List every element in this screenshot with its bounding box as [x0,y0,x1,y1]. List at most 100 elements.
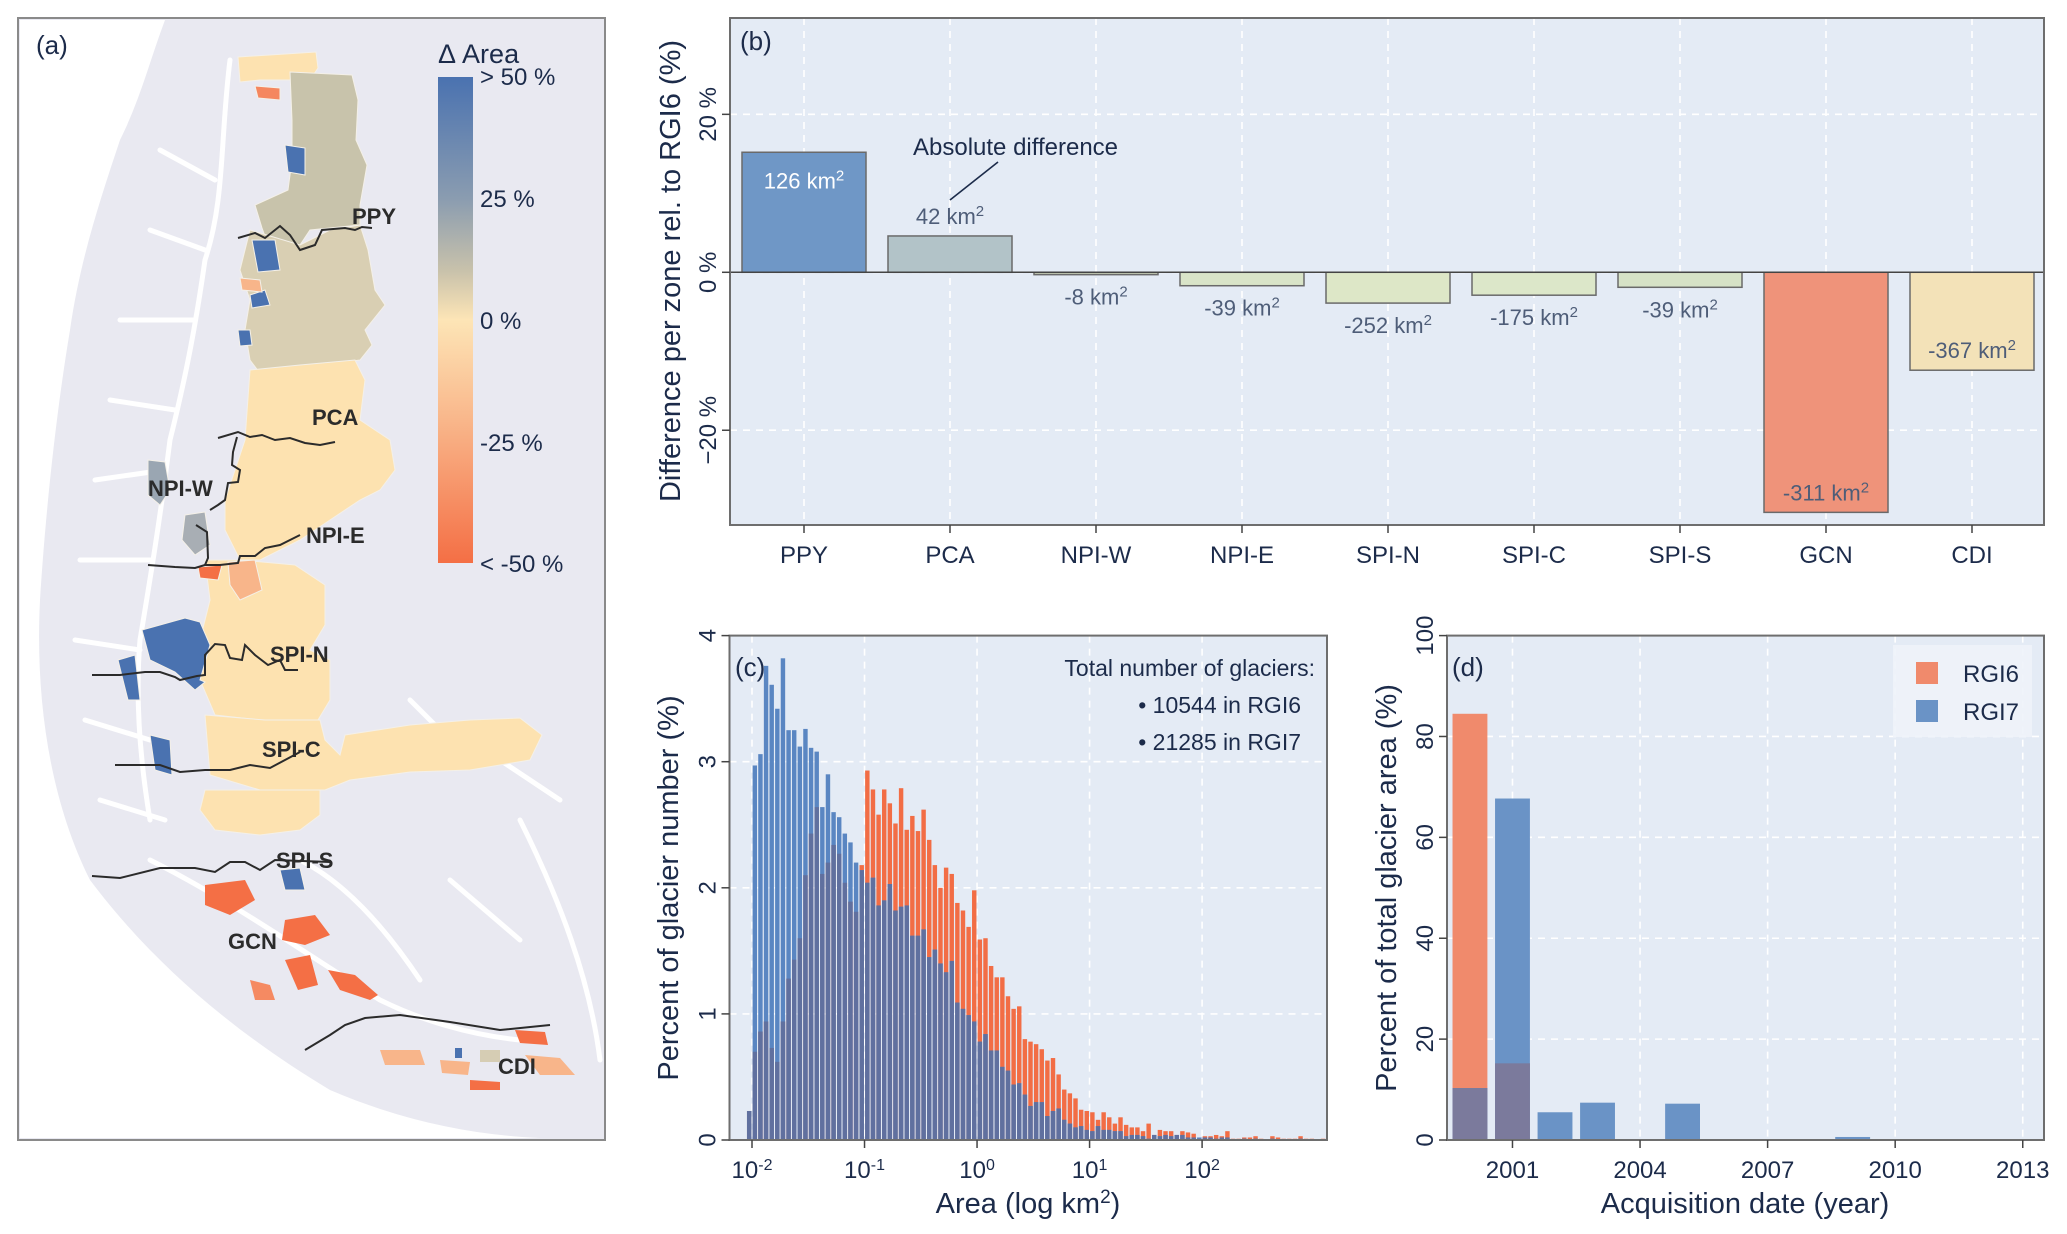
annotation-rgi7-count: • 21285 in RGI7 [1138,729,1301,755]
hist-bar-overlap [960,1008,966,1140]
hist-bar-overlap [1135,1134,1140,1140]
hist-bar-rgi6 [1101,1112,1106,1140]
hist-bar-overlap [786,978,791,1140]
hist-bar-overlap [904,905,909,1140]
bar-overlap-2001 [1495,1063,1530,1140]
hist-bar-overlap [1050,1110,1056,1140]
x-tick-label-npi-w: NPI-W [1061,542,1132,569]
hist-bar-rgi6 [1140,1131,1146,1140]
hist-bar-overlap [752,1051,758,1140]
annotation-title: Total number of glaciers: [1064,655,1315,681]
hist-bar-rgi6 [1045,1060,1050,1140]
x-tick-label: 2013 [1996,1157,2049,1184]
y-tick-label: 1 [695,1007,722,1020]
x-tick-label-gcn: GCN [1799,542,1852,569]
hist-bar-rgi7 [763,665,769,1140]
hist-bar-overlap [791,959,797,1140]
y-axis-label: Percent of glacier number (%) [653,695,685,1080]
hist-bar-overlap [865,882,870,1140]
hist-bar-overlap [870,877,876,1140]
y-tick-label: −20 % [695,396,722,465]
hist-bar-overlap [1067,1123,1073,1140]
hist-bar-overlap [797,938,803,1140]
legend-swatch-rgi7 [1916,700,1938,722]
hist-bar-rgi6 [1129,1127,1134,1140]
hist-bar-rgi7 [786,730,791,1140]
hist-bar-overlap [983,1034,988,1140]
zone-cdi-4 [470,1080,500,1090]
zone-npi-w-2 [181,511,211,556]
hist-bar-rgi6 [1107,1117,1112,1140]
x-tick-label: 2001 [1486,1157,1539,1184]
bar-rgi6-2000 [1452,713,1488,1140]
legend-swatch-rgi6 [1916,662,1938,684]
zone-spi-n-blue-2 [117,654,141,701]
x-tick-label: 10-1 [844,1157,885,1185]
hist-bar-overlap [1107,1129,1112,1140]
hist-bar-rgi6 [1135,1127,1140,1140]
hist-bar-overlap [1011,1084,1016,1140]
zone-spi-n-increase [141,617,211,691]
zone-cdi-6 [480,1050,500,1062]
x-axis-label: Acquisition date (year) [1601,1188,1890,1220]
hist-bar-rgi6 [1056,1074,1061,1140]
hist-bar-overlap [1208,1137,1213,1140]
hist-bar-overlap [898,906,904,1140]
hist-bar-rgi6 [1253,1136,1258,1140]
x-tick-label: 2007 [1741,1157,1794,1184]
zone-ppy-small-2 [284,144,306,176]
hist-bar-overlap [1045,1116,1050,1140]
hist-bar-overlap [966,1015,971,1140]
x-axis-ticks: 10-2 10-1 100 101 102 [732,1140,1220,1184]
colorbar-tick-label: < -50 % [480,551,563,578]
hist-bar-overlap [820,873,825,1140]
legend-label-rgi7: RGI7 [1963,699,2019,726]
hist-bar-overlap [910,935,915,1140]
y-tick-label: 0 [695,1133,722,1146]
map-glacier-zones [117,51,543,891]
zone-ppy-small-3 [251,239,281,273]
annotation-rgi6-count: • 10544 in RGI6 [1138,692,1301,718]
map-label-ppy: PPY [352,204,396,229]
map-label-gcn: GCN [228,929,277,954]
hist-bar-overlap [831,844,836,1140]
bar-npi-e [1179,271,1305,287]
colorbar-tick-label: 0 % [480,308,521,335]
bar-rgi7-2009 [1835,1136,1871,1140]
y-axis-ticks: −20 % 0 % 20 % [695,87,730,465]
hist-bar-overlap [814,807,819,1140]
hist-bar-overlap [1101,1129,1106,1140]
hist-bar-overlap [1157,1136,1163,1140]
zone-spi-s [199,789,321,836]
hist-bar-rgi7 [780,658,786,1140]
hist-bar-overlap [1152,1134,1157,1140]
hist-bar-overlap [943,972,949,1140]
bar-label-npi-w: -8 km2 [1064,283,1127,310]
zone-cdi-3 [380,1050,425,1065]
zone-npi-orange [227,559,263,601]
map-zone-labels: PPY PCA NPI-W NPI-E SPI-N SPI-C SPI-S GC… [148,204,536,1079]
bar-label-spi-c: -175 km2 [1490,304,1578,331]
x-tick-label-spi-c: SPI-C [1502,542,1566,569]
hist-bar-overlap [1180,1134,1185,1140]
hist-bar-rgi6 [1213,1134,1219,1140]
hist-bar-rgi6 [1191,1133,1196,1140]
hist-bar-overlap [1129,1134,1134,1140]
y-tick-label: 20 % [695,87,722,142]
zone-cdi-2 [525,1055,575,1075]
hist-bar-rgi6 [1011,1008,1016,1140]
plot-frame [1446,634,2045,1141]
hist-bar-overlap [763,1021,769,1140]
hist-bar-overlap [825,862,831,1140]
zone-cdi-1 [515,1030,548,1045]
hist-bar-rgi6 [1270,1136,1275,1140]
zone-npi-w [147,459,171,506]
bar-label-npi-e: -39 km2 [1204,294,1280,321]
hist-bar-rgi6 [1033,1044,1039,1140]
hist-bar-rgi6 [1073,1098,1078,1140]
hist-bar-overlap [853,911,859,1140]
annotation-absolute-difference: Absolute difference [913,134,1118,161]
colorbar-tick-label: -25 % [480,430,543,457]
histogram-bars [746,658,1326,1140]
